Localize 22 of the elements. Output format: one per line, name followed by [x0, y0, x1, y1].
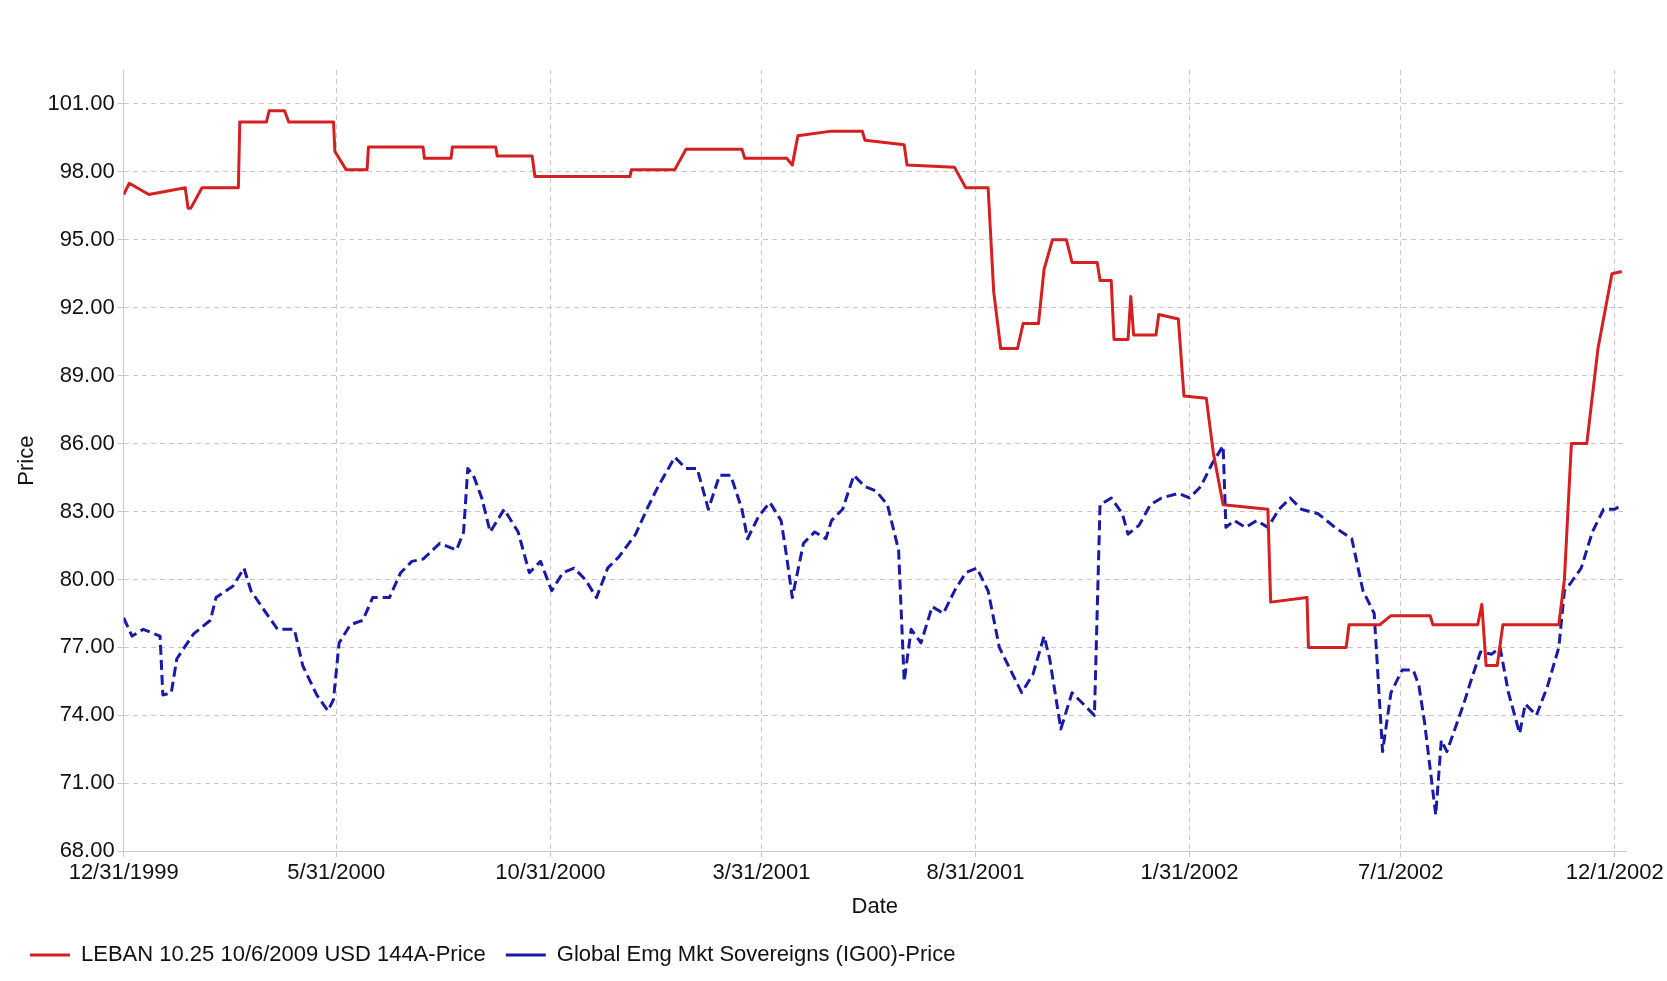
- legend-label: Global Emg Mkt Sovereigns (IG00)-Price: [556, 941, 956, 967]
- x-tick-label: 7/1/2002: [1357, 859, 1444, 885]
- y-tick-label: 74.00: [59, 701, 115, 727]
- y-axis-title: Price: [13, 435, 39, 486]
- x-tick-label: 8/31/2001: [926, 859, 1025, 885]
- y-tick-label: 71.00: [59, 769, 115, 795]
- legend-label: LEBAN 10.25 10/6/2009 USD 144A-Price: [81, 941, 486, 967]
- y-tick-label: 101.00: [47, 90, 115, 116]
- y-tick-label: 89.00: [59, 361, 115, 387]
- y-tick-label: 95.00: [59, 225, 115, 251]
- x-tick-label: 5/31/2000: [287, 859, 386, 885]
- x-tick-label: 12/1/2002: [1565, 859, 1664, 885]
- y-tick-label: 98.00: [59, 157, 115, 183]
- x-tick-label: 3/31/2001: [712, 859, 811, 885]
- y-tick-label: 80.00: [59, 565, 115, 591]
- x-axis-title: Date: [851, 892, 899, 918]
- x-tick-label: 10/31/2000: [495, 859, 606, 885]
- y-tick-label: 92.00: [59, 293, 115, 319]
- x-tick-label: 1/31/2002: [1140, 859, 1239, 885]
- y-tick-label: 86.00: [59, 429, 115, 455]
- y-tick-label: 77.00: [59, 633, 115, 659]
- y-tick-label: 83.00: [59, 497, 115, 523]
